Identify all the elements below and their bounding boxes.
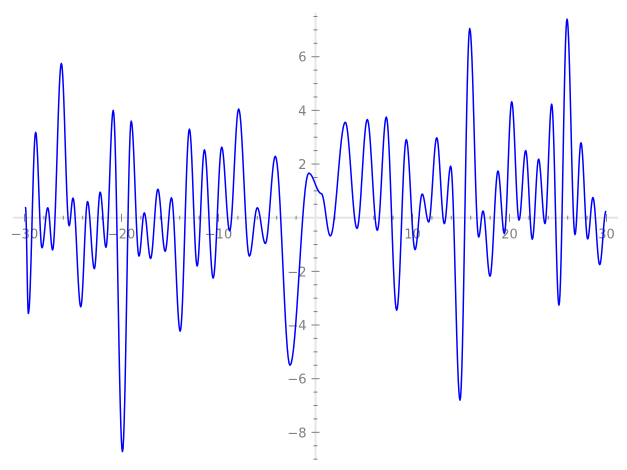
y-tick-label: −6 [287, 373, 306, 388]
y-tick-label: 2 [298, 158, 306, 173]
y-tick-label: 4 [298, 104, 306, 119]
y-tick-label: −4 [287, 319, 306, 334]
x-tick-label: −30 [11, 228, 38, 243]
series-line [24, 18, 607, 453]
y-tick-label: 6 [298, 51, 306, 66]
x-tick-label: −10 [205, 228, 232, 243]
y-tick-label: −2 [287, 265, 306, 280]
y-tick-label: −8 [287, 426, 306, 441]
x-tick-label: 30 [598, 228, 615, 243]
x-tick-label: −20 [108, 228, 135, 243]
